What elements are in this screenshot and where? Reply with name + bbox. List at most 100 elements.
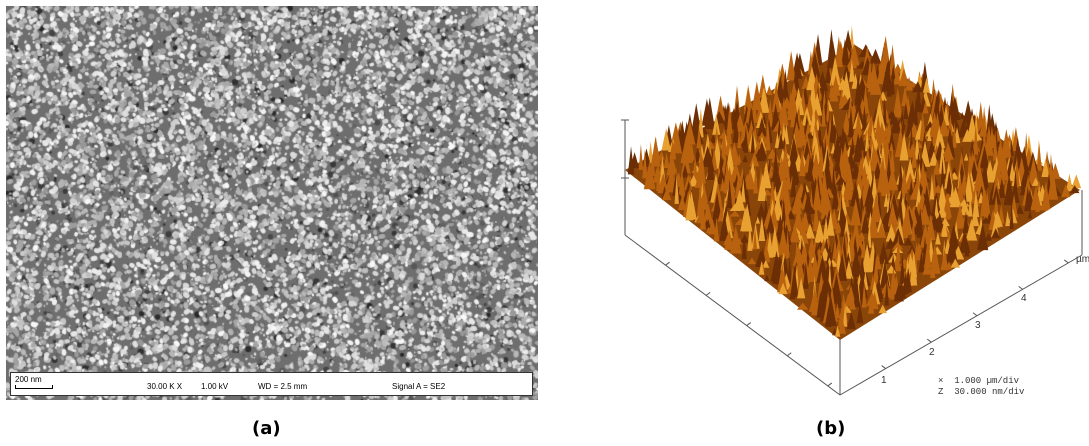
afm-peak [867, 221, 872, 248]
afm-peak [850, 247, 862, 277]
afm-frame [621, 119, 1083, 396]
afm-peak [969, 138, 975, 158]
afm-peak [883, 193, 889, 207]
afm-peak [905, 158, 916, 183]
afm-peak [964, 172, 974, 202]
afm-peak [740, 178, 746, 203]
afm-peak [744, 189, 752, 216]
right-axis-tick [972, 312, 978, 317]
afm-peak [866, 115, 877, 137]
afm-peak [849, 294, 856, 310]
afm-peak [916, 207, 924, 238]
afm-peak [890, 69, 895, 95]
afm-peak [773, 146, 778, 170]
afm-peak [929, 113, 940, 138]
afm-peak [680, 135, 692, 164]
afm-peak [724, 230, 735, 250]
afm-peak [903, 101, 909, 120]
afm-peak [881, 166, 891, 197]
afm-peak [908, 178, 914, 196]
afm-peak [778, 282, 788, 295]
afm-peak [945, 170, 953, 195]
afm-peak [729, 210, 741, 217]
afm-peak [991, 185, 1002, 205]
afm-peak [806, 155, 814, 182]
voltage-label: 1.00 kV [201, 382, 229, 391]
afm-peak [794, 239, 799, 269]
right-axis-tick [1018, 285, 1023, 290]
afm-peak [968, 193, 973, 217]
afm-peak [743, 86, 753, 114]
afm-peak [684, 119, 696, 145]
afm-peak [672, 127, 683, 154]
afm-peak [1065, 173, 1073, 192]
afm-peak [642, 149, 648, 179]
afm-peak [657, 173, 670, 194]
afm-peak [702, 202, 714, 225]
afm-peak [848, 106, 854, 138]
afm-peak [732, 160, 740, 183]
afm-peak [806, 236, 817, 261]
afm-peak [684, 173, 693, 190]
afm-peak [758, 131, 766, 140]
afm-peak [960, 112, 965, 119]
afm-peak [889, 143, 895, 172]
afm-peak [905, 76, 913, 91]
afm-peak [758, 87, 770, 113]
afm-peak [755, 216, 760, 224]
afm-peak [999, 154, 1006, 185]
left-axis-tick [827, 382, 833, 387]
caption-a: (a) [252, 418, 281, 439]
afm-peak [973, 161, 986, 192]
afm-peak [937, 189, 947, 215]
afm-peak [812, 200, 820, 231]
afm-peak [699, 200, 706, 230]
tick-label-3: 3 [975, 320, 981, 331]
afm-peak [1041, 158, 1050, 177]
afm-peak [802, 261, 809, 289]
afm-peak [814, 220, 825, 243]
afm-peak [890, 116, 902, 134]
afm-3d-image: 1 2 3 4 µm × 1.000 µm/div Z 30.000 nm/div [600, 10, 1089, 405]
afm-peak [973, 122, 979, 155]
afm-peak [899, 254, 906, 285]
afm-peak [913, 93, 919, 126]
afm-peak [889, 273, 895, 300]
afm-peak [782, 69, 789, 100]
afm-peak [849, 58, 855, 82]
afm-peak [973, 110, 979, 142]
afm-peak [818, 154, 824, 178]
afm-peak [729, 225, 742, 254]
axis-unit-label: µm [1076, 254, 1089, 265]
afm-peak [1030, 185, 1042, 211]
afm-peak [716, 167, 727, 185]
afm-peak [712, 113, 721, 135]
afm-peak [744, 168, 756, 190]
afm-peak [1024, 192, 1032, 212]
afm-peak [947, 92, 956, 124]
afm-peak [749, 152, 760, 167]
afm-peak [752, 98, 758, 123]
afm-peak [838, 87, 845, 109]
afm-peak [669, 139, 677, 160]
afm-peak [901, 85, 909, 107]
afm-peak [865, 192, 875, 218]
afm-peak [1041, 180, 1051, 210]
afm-peak [859, 164, 871, 196]
afm-peak [758, 260, 765, 275]
afm-peak [821, 95, 826, 127]
afm-peak [734, 85, 741, 114]
afm-peak [796, 302, 809, 310]
afm-peak [890, 212, 900, 229]
afm-peak [740, 125, 745, 145]
afm-peak [696, 124, 702, 149]
afm-peak [876, 222, 887, 238]
axis-tick-marks [665, 259, 1069, 387]
afm-peak [726, 103, 733, 134]
afm-peak [867, 296, 875, 314]
left-axis-tick [746, 322, 751, 326]
afm-peak [854, 110, 863, 139]
afm-peak [801, 229, 809, 244]
afm-peak [656, 159, 661, 191]
afm-peak [885, 237, 896, 249]
